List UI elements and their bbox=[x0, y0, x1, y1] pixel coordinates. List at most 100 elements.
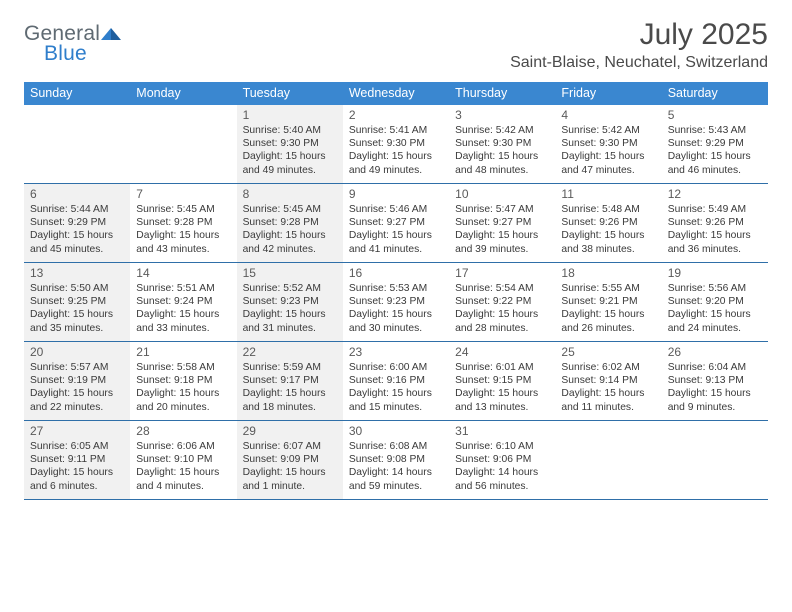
calendar-cell bbox=[24, 105, 130, 183]
day-number: 31 bbox=[455, 424, 549, 438]
day-number: 9 bbox=[349, 187, 443, 201]
calendar-cell: 4 Sunrise: 5:42 AMSunset: 9:30 PMDaylight… bbox=[555, 105, 661, 183]
day-info: Sunrise: 5:48 AMSunset: 9:26 PMDaylight:… bbox=[561, 203, 655, 256]
calendar-cell: 5 Sunrise: 5:43 AMSunset: 9:29 PMDaylight… bbox=[662, 105, 768, 183]
day-info: Sunrise: 5:59 AMSunset: 9:17 PMDaylight:… bbox=[243, 361, 337, 414]
calendar-cell: 14 Sunrise: 5:51 AMSunset: 9:24 PMDayligh… bbox=[130, 263, 236, 341]
day-number: 15 bbox=[243, 266, 337, 280]
header: General Blue July 2025 Saint-Blaise, Neu… bbox=[24, 18, 768, 72]
calendar-cell: 26 Sunrise: 6:04 AMSunset: 9:13 PMDayligh… bbox=[662, 342, 768, 420]
day-info: Sunrise: 5:57 AMSunset: 9:19 PMDaylight:… bbox=[30, 361, 124, 414]
calendar-cell: 1 Sunrise: 5:40 AMSunset: 9:30 PMDaylight… bbox=[237, 105, 343, 183]
day-info: Sunrise: 5:41 AMSunset: 9:30 PMDaylight:… bbox=[349, 124, 443, 177]
calendar-cell: 22Sunrise: 5:59 AMSunset: 9:17 PMDayligh… bbox=[237, 342, 343, 420]
weekday-header: Monday bbox=[130, 82, 236, 105]
logo-mark-icon bbox=[101, 26, 123, 45]
day-number: 30 bbox=[349, 424, 443, 438]
day-number: 14 bbox=[136, 266, 230, 280]
day-info: Sunrise: 5:58 AMSunset: 9:18 PMDaylight:… bbox=[136, 361, 230, 414]
day-info: Sunrise: 5:43 AMSunset: 9:29 PMDaylight:… bbox=[668, 124, 762, 177]
day-info: Sunrise: 5:45 AMSunset: 9:28 PMDaylight:… bbox=[136, 203, 230, 256]
day-number: 2 bbox=[349, 108, 443, 122]
day-info: Sunrise: 6:00 AMSunset: 9:16 PMDaylight:… bbox=[349, 361, 443, 414]
calendar-cell: 3 Sunrise: 5:42 AMSunset: 9:30 PMDaylight… bbox=[449, 105, 555, 183]
calendar-cell: 23 Sunrise: 6:00 AMSunset: 9:16 PMDayligh… bbox=[343, 342, 449, 420]
day-info: Sunrise: 6:04 AMSunset: 9:13 PMDaylight:… bbox=[668, 361, 762, 414]
weekday-header: Saturday bbox=[662, 82, 768, 105]
location: Saint-Blaise, Neuchatel, Switzerland bbox=[510, 54, 768, 72]
calendar-cell: 24 Sunrise: 6:01 AMSunset: 9:15 PMDayligh… bbox=[449, 342, 555, 420]
day-number: 27 bbox=[30, 424, 124, 438]
week-row: 20 Sunrise: 5:57 AMSunset: 9:19 PMDayligh… bbox=[24, 342, 768, 421]
calendar-cell: 16 Sunrise: 5:53 AMSunset: 9:23 PMDayligh… bbox=[343, 263, 449, 341]
day-number: 26 bbox=[668, 345, 762, 359]
day-info: Sunrise: 5:54 AMSunset: 9:22 PMDaylight:… bbox=[455, 282, 549, 335]
day-info: Sunrise: 5:55 AMSunset: 9:21 PMDaylight:… bbox=[561, 282, 655, 335]
day-number: 29 bbox=[243, 424, 337, 438]
day-info: Sunrise: 5:42 AMSunset: 9:30 PMDaylight:… bbox=[455, 124, 549, 177]
calendar-cell: 25Sunrise: 6:02 AMSunset: 9:14 PMDayligh… bbox=[555, 342, 661, 420]
day-info: Sunrise: 5:50 AMSunset: 9:25 PMDaylight:… bbox=[30, 282, 124, 335]
day-info: Sunrise: 6:08 AMSunset: 9:08 PMDaylight:… bbox=[349, 440, 443, 493]
day-info: Sunrise: 6:01 AMSunset: 9:15 PMDaylight:… bbox=[455, 361, 549, 414]
week-row: 6Sunrise: 5:44 AMSunset: 9:29 PMDaylight… bbox=[24, 184, 768, 263]
calendar-cell: 19 Sunrise: 5:56 AMSunset: 9:20 PMDayligh… bbox=[662, 263, 768, 341]
day-info: Sunrise: 5:47 AMSunset: 9:27 PMDaylight:… bbox=[455, 203, 549, 256]
day-info: Sunrise: 5:53 AMSunset: 9:23 PMDaylight:… bbox=[349, 282, 443, 335]
week-row: 13 Sunrise: 5:50 AMSunset: 9:25 PMDayligh… bbox=[24, 263, 768, 342]
logo-text-blue: Blue bbox=[44, 42, 87, 65]
weekday-header: Tuesday bbox=[237, 82, 343, 105]
day-number: 18 bbox=[561, 266, 655, 280]
calendar-cell: 2 Sunrise: 5:41 AMSunset: 9:30 PMDaylight… bbox=[343, 105, 449, 183]
calendar-cell: 27 Sunrise: 6:05 AMSunset: 9:11 PMDayligh… bbox=[24, 421, 130, 499]
weekday-header: Thursday bbox=[449, 82, 555, 105]
weekday-header: Wednesday bbox=[343, 82, 449, 105]
day-info: Sunrise: 5:52 AMSunset: 9:23 PMDaylight:… bbox=[243, 282, 337, 335]
calendar-cell: 21 Sunrise: 5:58 AMSunset: 9:18 PMDayligh… bbox=[130, 342, 236, 420]
calendar-cell bbox=[555, 421, 661, 499]
day-number: 25 bbox=[561, 345, 655, 359]
calendar-cell: 30 Sunrise: 6:08 AMSunset: 9:08 PMDayligh… bbox=[343, 421, 449, 499]
calendar-cell: 11 Sunrise: 5:48 AMSunset: 9:26 PMDayligh… bbox=[555, 184, 661, 262]
calendar-cell: 20 Sunrise: 5:57 AMSunset: 9:19 PMDayligh… bbox=[24, 342, 130, 420]
day-number: 21 bbox=[136, 345, 230, 359]
day-number: 4 bbox=[561, 108, 655, 122]
weekday-header: Friday bbox=[555, 82, 661, 105]
day-number: 1 bbox=[243, 108, 337, 122]
day-info: Sunrise: 5:44 AMSunset: 9:29 PMDaylight:… bbox=[30, 203, 124, 256]
day-number: 7 bbox=[136, 187, 230, 201]
day-info: Sunrise: 5:56 AMSunset: 9:20 PMDaylight:… bbox=[668, 282, 762, 335]
day-number: 19 bbox=[668, 266, 762, 280]
day-info: Sunrise: 5:51 AMSunset: 9:24 PMDaylight:… bbox=[136, 282, 230, 335]
day-info: Sunrise: 5:40 AMSunset: 9:30 PMDaylight:… bbox=[243, 124, 337, 177]
day-number: 5 bbox=[668, 108, 762, 122]
week-row: 27 Sunrise: 6:05 AMSunset: 9:11 PMDayligh… bbox=[24, 421, 768, 500]
calendar-cell: 31 Sunrise: 6:10 AMSunset: 9:06 PMDayligh… bbox=[449, 421, 555, 499]
weekday-header-row: SundayMondayTuesdayWednesdayThursdayFrid… bbox=[24, 82, 768, 105]
day-number: 16 bbox=[349, 266, 443, 280]
day-number: 10 bbox=[455, 187, 549, 201]
calendar-cell: 18 Sunrise: 5:55 AMSunset: 9:21 PMDayligh… bbox=[555, 263, 661, 341]
week-row: 1 Sunrise: 5:40 AMSunset: 9:30 PMDaylight… bbox=[24, 105, 768, 184]
logo: General Blue bbox=[24, 18, 123, 70]
day-info: Sunrise: 5:42 AMSunset: 9:30 PMDaylight:… bbox=[561, 124, 655, 177]
day-number: 24 bbox=[455, 345, 549, 359]
calendar: SundayMondayTuesdayWednesdayThursdayFrid… bbox=[24, 82, 768, 500]
calendar-cell: 9 Sunrise: 5:46 AMSunset: 9:27 PMDaylight… bbox=[343, 184, 449, 262]
day-info: Sunrise: 6:06 AMSunset: 9:10 PMDaylight:… bbox=[136, 440, 230, 493]
day-number: 3 bbox=[455, 108, 549, 122]
calendar-cell: 15 Sunrise: 5:52 AMSunset: 9:23 PMDayligh… bbox=[237, 263, 343, 341]
day-number: 23 bbox=[349, 345, 443, 359]
day-number: 13 bbox=[30, 266, 124, 280]
day-info: Sunrise: 6:05 AMSunset: 9:11 PMDaylight:… bbox=[30, 440, 124, 493]
calendar-cell: 10 Sunrise: 5:47 AMSunset: 9:27 PMDayligh… bbox=[449, 184, 555, 262]
calendar-cell: 17Sunrise: 5:54 AMSunset: 9:22 PMDayligh… bbox=[449, 263, 555, 341]
calendar-cell: 13 Sunrise: 5:50 AMSunset: 9:25 PMDayligh… bbox=[24, 263, 130, 341]
calendar-cell: 6Sunrise: 5:44 AMSunset: 9:29 PMDaylight… bbox=[24, 184, 130, 262]
day-info: Sunrise: 6:10 AMSunset: 9:06 PMDaylight:… bbox=[455, 440, 549, 493]
day-info: Sunrise: 6:07 AMSunset: 9:09 PMDaylight:… bbox=[243, 440, 337, 493]
calendar-cell: 7 Sunrise: 5:45 AMSunset: 9:28 PMDaylight… bbox=[130, 184, 236, 262]
day-number: 20 bbox=[30, 345, 124, 359]
day-info: Sunrise: 5:46 AMSunset: 9:27 PMDaylight:… bbox=[349, 203, 443, 256]
day-number: 11 bbox=[561, 187, 655, 201]
